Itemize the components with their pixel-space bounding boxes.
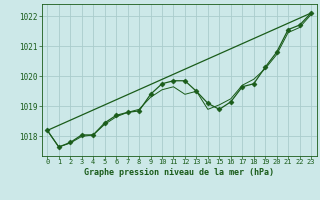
X-axis label: Graphe pression niveau de la mer (hPa): Graphe pression niveau de la mer (hPa) bbox=[84, 168, 274, 177]
